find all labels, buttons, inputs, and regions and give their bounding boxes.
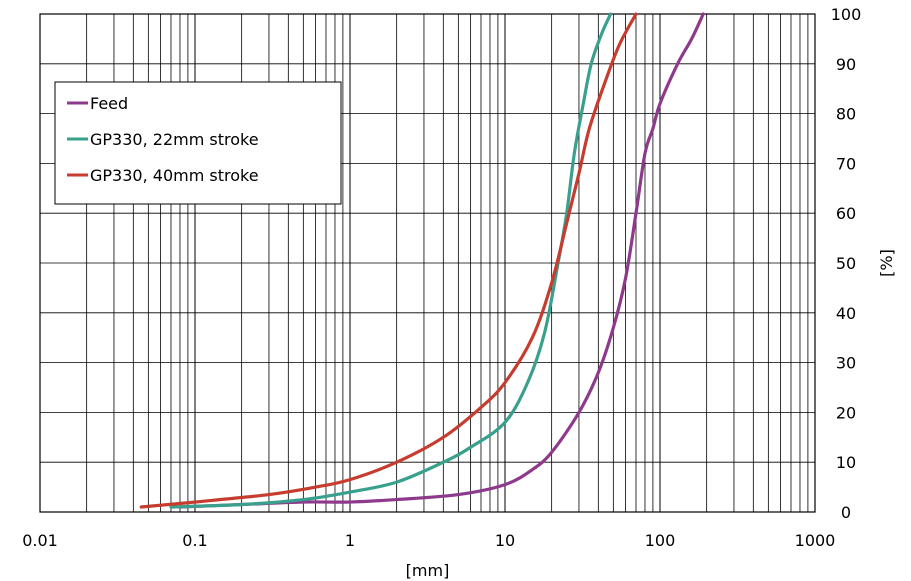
y-tick-label: 30: [836, 354, 856, 373]
y-tick-label: 50: [836, 254, 856, 273]
x-axis-label: [mm]: [406, 561, 450, 580]
x-tick-label: 0.1: [182, 531, 207, 550]
legend-label: GP330, 22mm stroke: [90, 130, 259, 149]
x-tick-label: 1: [345, 531, 355, 550]
x-tick-label: 10: [495, 531, 515, 550]
series-line-1: [178, 12, 705, 509]
y-tick-label: 70: [836, 154, 856, 173]
legend: Feed GP330, 22mm stroke GP330, 40mm stroke: [54, 81, 342, 205]
legend-label: Feed: [90, 94, 128, 113]
series-lines: [139, 12, 705, 509]
x-tick-label: 1000: [795, 531, 836, 550]
y-axis-label: [%]: [877, 249, 896, 277]
x-tick-labels: 0.01 0.1 1 10 100 1000: [22, 531, 835, 550]
y-tick-label: 40: [836, 304, 856, 323]
y-tick-label: 100: [831, 5, 862, 24]
y-tick-label: 20: [836, 403, 856, 422]
x-tick-label: 100: [645, 531, 676, 550]
x-tick-label: 0.01: [22, 531, 58, 550]
y-tick-label: 90: [836, 55, 856, 74]
y-tick-label: 10: [836, 453, 856, 472]
y-tick-label: 80: [836, 105, 856, 124]
y-tick-label: 60: [836, 204, 856, 223]
series-line-2: [169, 12, 613, 509]
y-tick-label: 0: [841, 503, 851, 522]
plot-frame: [39, 13, 816, 513]
y-tick-labels: 0 10 20 30 40 50 60 70 80 90 100: [831, 5, 862, 522]
legend-label: GP330, 40mm stroke: [90, 166, 259, 185]
legend-box: [54, 81, 342, 205]
series-line-3: [139, 12, 638, 509]
